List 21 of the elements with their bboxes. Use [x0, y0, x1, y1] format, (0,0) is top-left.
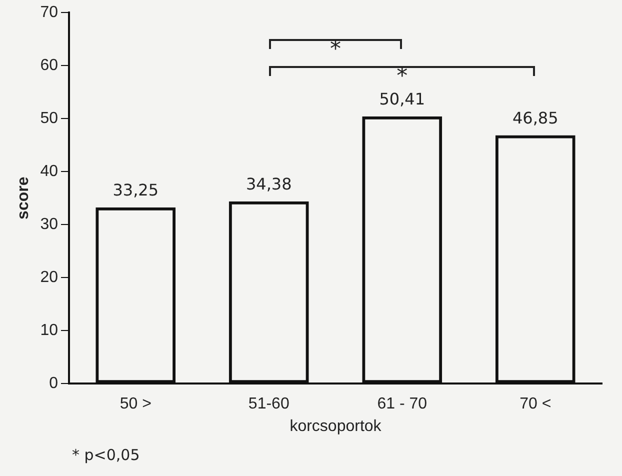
y-tick-label: 70 — [40, 4, 58, 22]
data-label: 50,41 — [379, 90, 426, 109]
text: * p<0,05 — [72, 446, 140, 464]
y-tick-label: 10 — [40, 322, 58, 340]
x-axis-title: korcsoportok — [290, 418, 382, 435]
data-label: 34,38 — [246, 174, 292, 194]
x-tick-label: 70 < — [520, 396, 552, 413]
x-tick-label: 50 > — [120, 396, 152, 413]
annotation: * — [396, 64, 408, 89]
y-tick-label: 50 — [40, 110, 58, 128]
x-tick-label: 51-60 — [248, 396, 290, 413]
y-axis-title: score — [15, 176, 32, 220]
y-tick-label: 40 — [40, 163, 58, 180]
x-tick-label: 61 - 70 — [377, 396, 428, 413]
annotation: * — [330, 37, 341, 62]
data-label: 33,25 — [112, 180, 159, 200]
y-tick-label: 30 — [40, 216, 58, 234]
y-tick-label: 20 — [40, 269, 58, 286]
y-tick-label: 60 — [40, 57, 58, 74]
data-label: 46,85 — [512, 108, 558, 128]
y-tick-label: 0 — [49, 375, 58, 392]
